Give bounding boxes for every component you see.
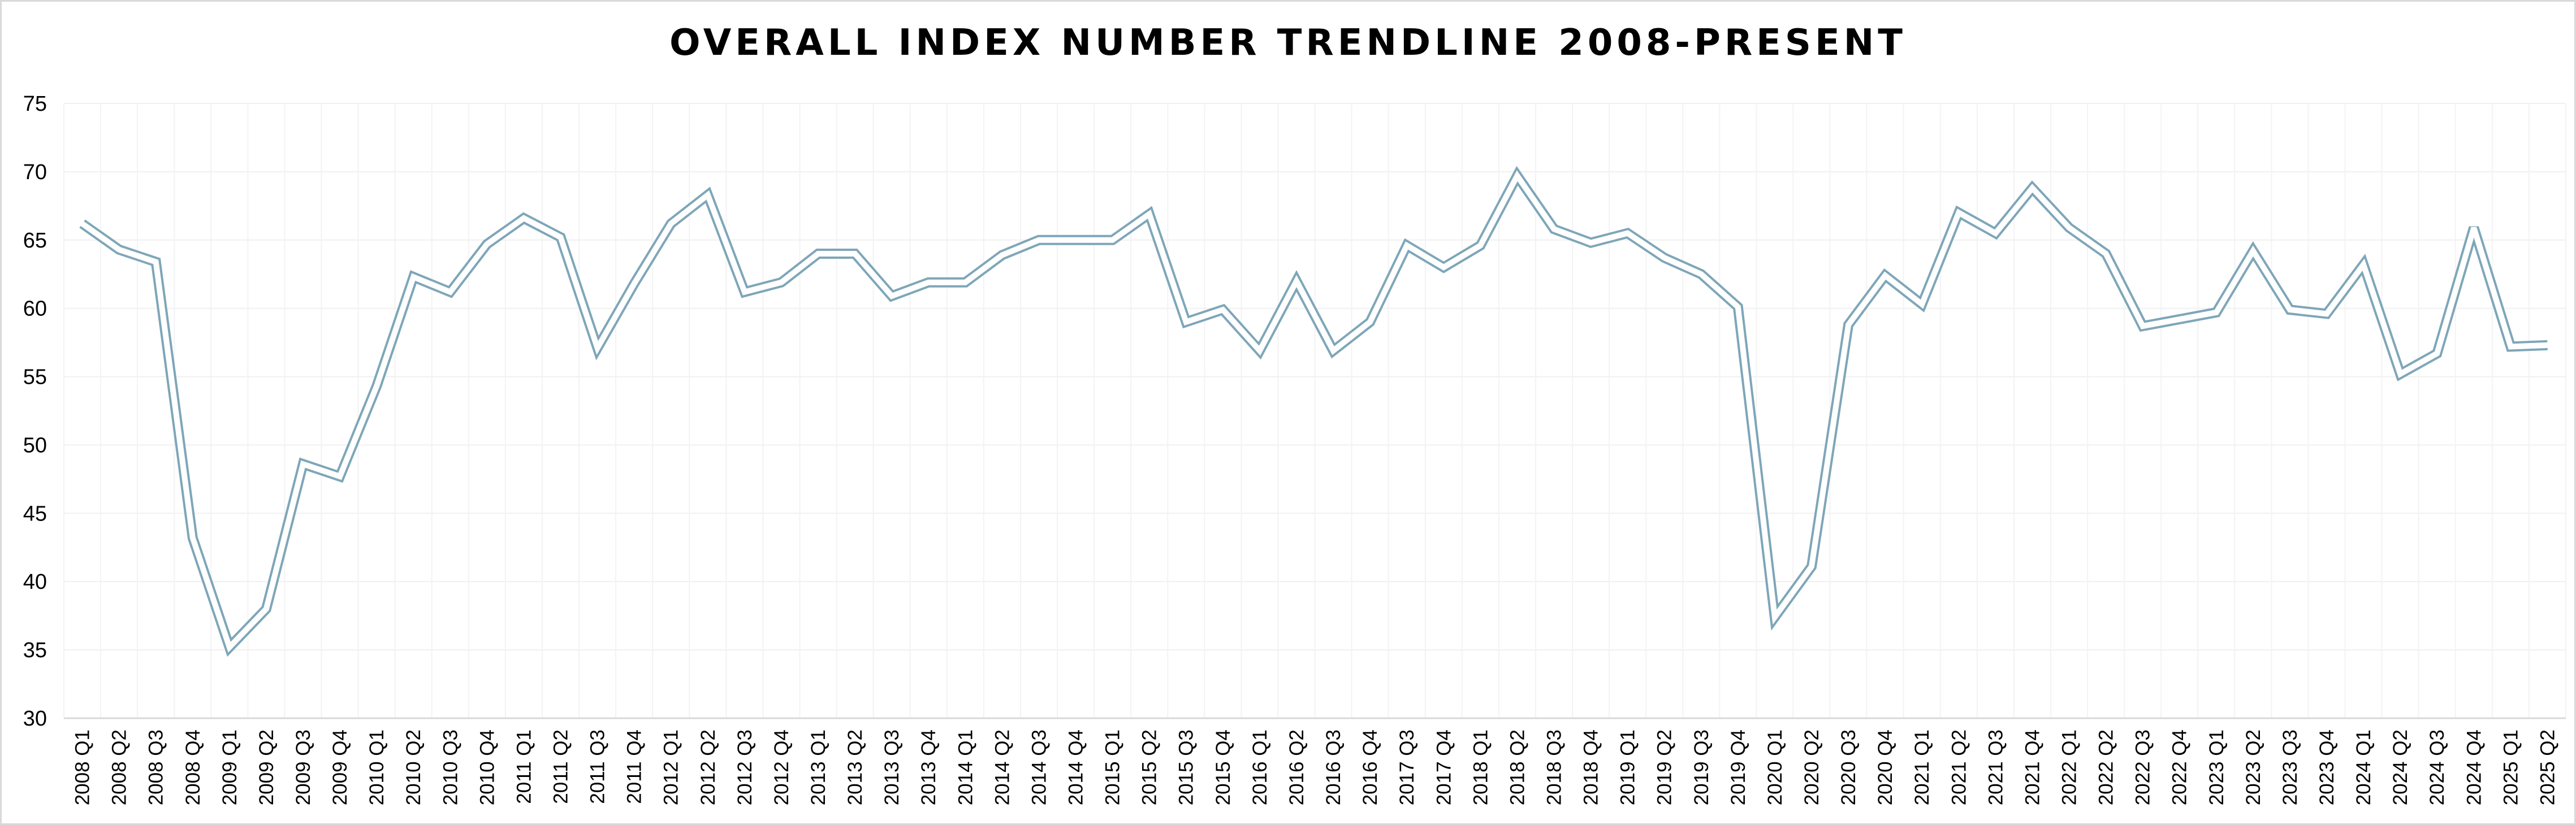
x-tick-label: 2018 Q4 (1580, 730, 1602, 805)
y-tick-label: 35 (23, 639, 47, 662)
y-tick-label: 50 (23, 433, 47, 457)
x-tick-label: 2020 Q4 (1874, 730, 1896, 805)
x-tick-label: 2013 Q4 (918, 730, 940, 805)
x-tick-label: 2012 Q4 (771, 730, 793, 805)
x-tick-label: 2013 Q2 (844, 730, 866, 805)
y-tick-label: 75 (23, 92, 47, 116)
x-tick-label: 2011 Q2 (550, 730, 572, 804)
series-layer (79, 166, 2548, 657)
x-tick-label: 2024 Q3 (2426, 730, 2448, 805)
x-tick-label: 2021 Q4 (2021, 730, 2043, 805)
x-tick-label: 2011 Q3 (587, 730, 609, 804)
x-tick-label: 2009 Q1 (219, 730, 241, 805)
x-tick-label: 2008 Q2 (109, 730, 131, 805)
x-tick-label: 2023 Q2 (2242, 730, 2264, 805)
x-tick-label: 2008 Q4 (182, 730, 204, 805)
x-tick-label: 2014 Q4 (1065, 730, 1087, 805)
x-tick-label: 2015 Q1 (1102, 730, 1124, 805)
x-tick-label: 2009 Q3 (292, 730, 314, 805)
x-tick-label: 2024 Q2 (2389, 730, 2411, 805)
x-tick-label: 2010 Q3 (439, 730, 461, 805)
x-tick-label: 2025 Q2 (2536, 730, 2558, 805)
x-tick-label: 2014 Q3 (1028, 730, 1050, 805)
y-tick-label: 30 (23, 707, 47, 731)
x-tick-label: 2021 Q3 (1985, 730, 2007, 805)
x-tick-label: 2018 Q3 (1543, 730, 1565, 805)
x-tick-label: 2022 Q3 (2132, 730, 2154, 805)
y-tick-label: 60 (23, 297, 47, 321)
x-tick-label: 2017 Q4 (1433, 730, 1455, 805)
y-tick-label: 40 (23, 570, 47, 594)
x-tick-label: 2019 Q2 (1654, 730, 1676, 805)
y-tick-label: 65 (23, 229, 47, 253)
x-tick-label: 2011 Q4 (624, 730, 646, 804)
x-tick-label: 2018 Q1 (1469, 730, 1492, 805)
x-tick-label: 2019 Q4 (1727, 730, 1749, 805)
x-tick-label: 2024 Q1 (2353, 730, 2375, 805)
x-tick-label: 2022 Q2 (2095, 730, 2117, 805)
x-tick-label: 2016 Q3 (1322, 730, 1345, 805)
chart-title: OVERALL INDEX NUMBER TRENDLINE 2008-PRES… (669, 22, 1907, 64)
x-tick-label: 2025 Q1 (2500, 730, 2522, 805)
x-tick-label: 2016 Q1 (1249, 730, 1271, 805)
y-tick-label: 45 (23, 502, 47, 526)
x-axis-tick-labels: 2008 Q1 2008 Q2 2008 Q3 2008 Q4 2009 Q1 2009 … (72, 730, 2559, 805)
x-tick-label: 2013 Q1 (807, 730, 829, 805)
x-tick-label: 2015 Q2 (1139, 730, 1161, 805)
x-tick-label: 2015 Q4 (1212, 730, 1234, 805)
x-tick-label: 2020 Q2 (1801, 730, 1823, 805)
x-tick-label: 2024 Q4 (2463, 730, 2485, 805)
x-tick-label: 2019 Q1 (1617, 730, 1639, 805)
y-tick-label: 70 (23, 160, 47, 184)
x-tick-label: 2017 Q3 (1396, 730, 1418, 805)
x-tick-label: 2023 Q1 (2206, 730, 2228, 805)
x-tick-label: 2010 Q1 (366, 730, 388, 805)
x-tick-label: 2012 Q2 (697, 730, 719, 805)
x-tick-label: 2014 Q1 (954, 730, 976, 805)
x-tick-label: 2020 Q1 (1764, 730, 1786, 805)
x-tick-label: 2016 Q2 (1286, 730, 1308, 805)
x-tick-label: 2013 Q3 (881, 730, 903, 805)
x-tick-label: 2019 Q3 (1691, 730, 1713, 805)
x-tick-label: 2023 Q4 (2316, 730, 2338, 805)
x-tick-label: 2021 Q1 (1911, 730, 1933, 805)
x-tick-label: 2008 Q1 (72, 730, 94, 805)
y-axis-tick-labels: 30 35 40 45 50 55 60 65 70 75 (23, 92, 47, 731)
x-tick-label: 2023 Q3 (2279, 730, 2301, 805)
x-tick-label: 2022 Q4 (2169, 730, 2191, 805)
x-tick-label: 2020 Q3 (1838, 730, 1860, 805)
x-tick-label: 2012 Q3 (734, 730, 756, 805)
x-tick-label: 2012 Q1 (660, 730, 682, 805)
x-tick-label: 2018 Q2 (1506, 730, 1528, 805)
x-tick-label: 2010 Q2 (403, 730, 425, 805)
x-tick-label: 2016 Q4 (1359, 730, 1381, 805)
gridlines (63, 103, 2566, 719)
x-tick-label: 2008 Q3 (145, 730, 167, 805)
x-tick-label: 2009 Q4 (329, 730, 351, 805)
x-tick-label: 2021 Q2 (1948, 730, 1970, 805)
x-tick-label: 2011 Q1 (513, 730, 535, 804)
x-tick-label: 2009 Q2 (256, 730, 278, 805)
x-tick-label: 2022 Q1 (2059, 730, 2081, 805)
x-tick-label: 2015 Q3 (1175, 730, 1198, 805)
x-tick-label: 2010 Q4 (476, 730, 498, 805)
series-line-inner (80, 170, 2548, 653)
x-tick-label: 2014 Q2 (991, 730, 1013, 805)
y-tick-label: 55 (23, 366, 47, 389)
